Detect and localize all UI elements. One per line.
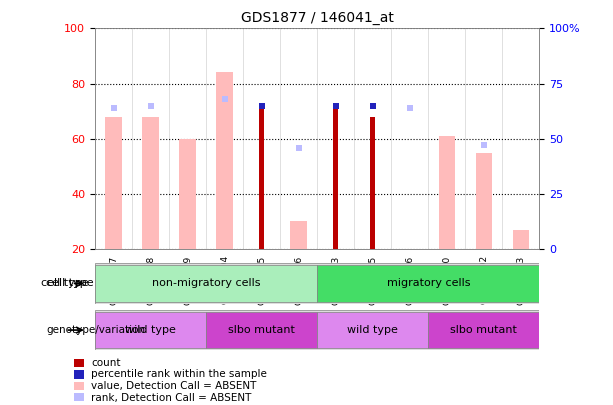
Text: rank, Detection Call = ABSENT: rank, Detection Call = ABSENT	[91, 393, 252, 403]
Bar	[105, 117, 122, 249]
Text: cell type: cell type	[46, 279, 94, 288]
Text: wild type: wild type	[348, 325, 398, 335]
Bar	[438, 136, 455, 249]
Bar	[74, 394, 85, 402]
Bar	[318, 265, 539, 302]
Text: percentile rank within the sample: percentile rank within the sample	[91, 369, 267, 379]
Text: count: count	[91, 358, 121, 368]
Bar	[318, 312, 428, 348]
Bar	[291, 222, 307, 249]
Title: GDS1877 / 146041_at: GDS1877 / 146041_at	[241, 11, 394, 25]
Bar	[206, 312, 318, 348]
Text: migratory cells: migratory cells	[387, 279, 470, 288]
Bar	[370, 117, 375, 249]
Text: non-migratory cells: non-migratory cells	[152, 279, 261, 288]
Text: genotype/variation: genotype/variation	[46, 325, 145, 335]
Bar	[74, 370, 85, 379]
Bar	[179, 139, 196, 249]
Bar	[216, 72, 233, 249]
Text: slbo mutant: slbo mutant	[228, 325, 295, 335]
Bar	[333, 109, 338, 249]
Text: slbo mutant: slbo mutant	[451, 325, 517, 335]
Bar	[259, 109, 264, 249]
Bar	[74, 382, 85, 390]
Text: cell type: cell type	[41, 279, 89, 288]
Bar	[476, 153, 492, 249]
Text: wild type: wild type	[125, 325, 176, 335]
Text: value, Detection Call = ABSENT: value, Detection Call = ABSENT	[91, 381, 257, 391]
Bar	[428, 312, 539, 348]
Bar	[142, 117, 159, 249]
Bar	[512, 230, 529, 249]
Bar	[95, 265, 318, 302]
Bar	[74, 358, 85, 367]
Bar	[95, 312, 206, 348]
